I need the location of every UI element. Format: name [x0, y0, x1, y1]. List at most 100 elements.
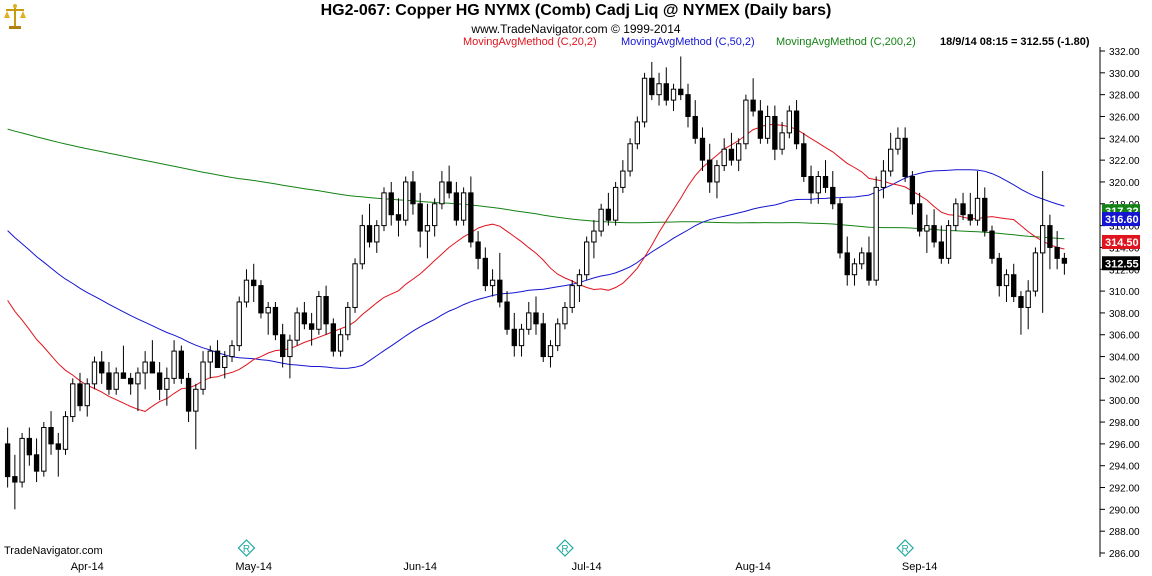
- candle-up: [576, 274, 583, 287]
- candle-up: [70, 383, 76, 418]
- legend-ma50: MovingAvgMethod (C,50,2): [621, 36, 755, 48]
- month-label: Jul-14: [572, 561, 602, 573]
- candle-down: [214, 350, 221, 368]
- candle-up: [294, 312, 300, 341]
- candle-up: [171, 350, 177, 379]
- candle-down: [12, 476, 18, 483]
- candle-down: [605, 208, 612, 221]
- y-tick-label: 304.00: [1109, 353, 1140, 364]
- candle-up: [859, 252, 865, 265]
- candle-up: [1039, 225, 1046, 254]
- candle-down: [830, 186, 836, 205]
- candle-up: [873, 186, 879, 281]
- y-tick-label: 292.00: [1109, 484, 1140, 495]
- candle-up: [743, 99, 749, 145]
- candle-up: [265, 306, 271, 314]
- candle-up: [135, 372, 141, 385]
- y-tick-label: 294.00: [1109, 462, 1140, 473]
- brass-scales-logo-icon: [4, 4, 26, 29]
- candle-down: [185, 377, 192, 412]
- candle-down: [301, 312, 308, 325]
- candle-down: [902, 137, 908, 178]
- candle-up: [222, 356, 228, 368]
- candle-up: [352, 263, 358, 308]
- candle-down: [323, 296, 329, 325]
- candle-up: [193, 388, 199, 412]
- candle-up: [113, 372, 119, 390]
- candle-up: [91, 361, 98, 385]
- candle-down: [649, 77, 655, 96]
- candle-up: [460, 192, 467, 221]
- ma20-series: [7, 123, 1065, 412]
- candle-down: [33, 454, 40, 472]
- candle-up: [359, 225, 365, 265]
- candle-up: [974, 197, 981, 221]
- candle-down: [678, 88, 684, 96]
- candle-down: [540, 323, 546, 358]
- candles: [4, 56, 1068, 510]
- candle-down: [279, 334, 286, 358]
- month-axis: Apr-14 May-14 Jun-14 Jul-14 Aug-14 Sep-14: [71, 561, 938, 573]
- candle-down: [410, 181, 416, 205]
- candle-up: [200, 361, 206, 390]
- candle-down: [258, 285, 264, 314]
- y-tick-label: 328.00: [1109, 91, 1140, 102]
- candle-down: [77, 383, 83, 407]
- candle-up: [612, 186, 619, 221]
- candle-up: [316, 296, 322, 330]
- candle-down: [330, 323, 337, 352]
- candle-up: [569, 285, 575, 308]
- candle-down: [938, 241, 945, 259]
- candle-down: [699, 137, 706, 161]
- candle-down: [468, 192, 474, 243]
- candle-down: [931, 225, 937, 243]
- price-label-text: 316.60: [1105, 214, 1139, 226]
- y-tick-label: 326.00: [1109, 112, 1140, 123]
- candle-down: [989, 230, 995, 259]
- candle-down: [272, 306, 279, 336]
- candle-up: [735, 143, 742, 161]
- candle-up: [887, 148, 894, 172]
- candle-down: [388, 192, 394, 216]
- price-label-box: [1102, 234, 1140, 249]
- candle-up: [851, 263, 858, 276]
- candle-up: [62, 416, 69, 450]
- roll-marker-label: R: [902, 544, 909, 555]
- ma200-line: [7, 128, 1065, 240]
- candle-up: [620, 170, 626, 188]
- candle-down: [960, 203, 966, 216]
- y-tick-label: 290.00: [1109, 505, 1140, 516]
- candle-down: [48, 427, 54, 445]
- candle-down: [178, 350, 185, 379]
- candle-down: [772, 115, 778, 150]
- candle-up: [236, 301, 242, 347]
- month-label: Sep-14: [902, 561, 937, 573]
- candle-up: [721, 148, 727, 167]
- candle-up: [287, 339, 293, 358]
- candle-up: [953, 203, 959, 227]
- y-tick-label: 306.00: [1109, 331, 1140, 342]
- candle-down: [707, 159, 713, 183]
- candle-up: [518, 328, 525, 347]
- month-label: Jun-14: [403, 561, 437, 573]
- candle-up: [880, 170, 887, 188]
- ma20-line: [7, 123, 1065, 412]
- legend-ma20: MovingAvgMethod (C,20,2): [463, 36, 597, 48]
- candle-down: [916, 203, 923, 232]
- candle-up: [634, 121, 641, 145]
- y-tick-label: 300.00: [1109, 396, 1140, 407]
- y-tick-label: 308.00: [1109, 309, 1140, 320]
- price-label-box: [1102, 212, 1140, 227]
- y-tick-label: 324.00: [1109, 134, 1140, 145]
- y-tick-label: 316.00: [1109, 222, 1140, 233]
- candle-up: [555, 323, 561, 347]
- candle-up: [895, 137, 901, 150]
- candle-down: [808, 176, 814, 194]
- candle-up: [598, 208, 604, 232]
- candle-up: [164, 377, 170, 390]
- candle-up: [526, 312, 532, 330]
- candle-down: [909, 176, 916, 205]
- ma200-series: [7, 128, 1065, 240]
